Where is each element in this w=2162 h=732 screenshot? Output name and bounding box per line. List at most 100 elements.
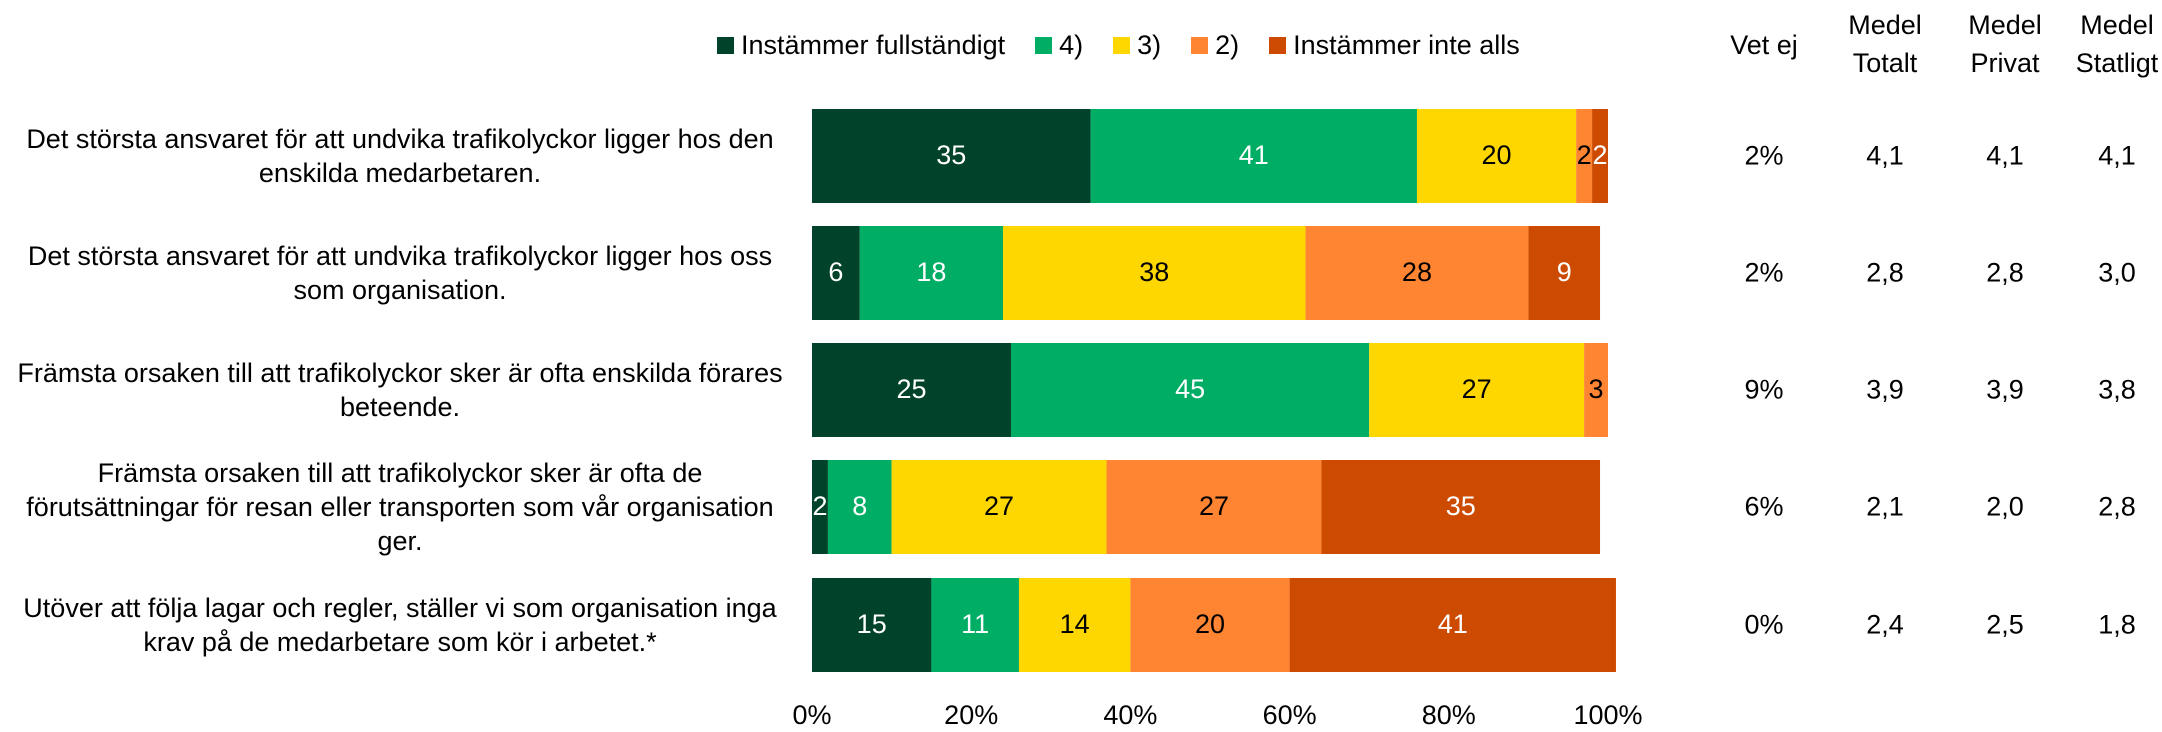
x-tick-label: 40% bbox=[1103, 700, 1157, 730]
category-label: Främsta orsaken till att trafikolyckor s… bbox=[17, 358, 783, 422]
column-value: 4,1 bbox=[1986, 140, 2024, 171]
bar-value-label: 25 bbox=[896, 374, 926, 404]
legend-swatch bbox=[717, 36, 734, 54]
column-value: 6% bbox=[1744, 491, 1784, 522]
legend-label: Instämmer fullständigt bbox=[741, 29, 1006, 60]
column-value: 2% bbox=[1744, 257, 1784, 288]
column-value: 2% bbox=[1744, 140, 1784, 171]
column-header: Medel Totalt bbox=[1848, 10, 1922, 78]
bar-value-label: 20 bbox=[1195, 609, 1225, 639]
legend-item: Instämmer inte alls bbox=[1269, 30, 1520, 61]
bar-segment bbox=[1130, 578, 1290, 672]
legend-label: Instämmer inte alls bbox=[1293, 29, 1520, 60]
category-label: Främsta orsaken till att trafikolyckor s… bbox=[26, 458, 774, 556]
legend-item: 4) bbox=[1035, 30, 1083, 61]
bar-value-label: 14 bbox=[1060, 609, 1090, 639]
legend-item: 3) bbox=[1113, 30, 1161, 61]
column-value: 2,1 bbox=[1866, 491, 1904, 522]
bar-segment bbox=[812, 460, 828, 554]
bar-value-label: 9 bbox=[1557, 257, 1572, 287]
bar-value-label: 18 bbox=[916, 257, 946, 287]
bar-value-label: 38 bbox=[1139, 257, 1169, 287]
bar-value-label: 27 bbox=[1462, 374, 1492, 404]
column-value: 3,9 bbox=[1986, 374, 2024, 405]
legend: Instämmer fullständigt 4) 3) 2) Instämmer in… bbox=[717, 27, 1550, 63]
bar-segment bbox=[1090, 109, 1417, 203]
bar-segment bbox=[812, 343, 1011, 437]
bar-value-label: 27 bbox=[1199, 491, 1229, 521]
column-value: 2,4 bbox=[1866, 609, 1904, 640]
bar-value-label: 41 bbox=[1438, 609, 1468, 639]
bar-segment bbox=[1011, 343, 1370, 437]
bar-value-label: 2 bbox=[1577, 140, 1592, 170]
bar-value-label: 28 bbox=[1402, 257, 1432, 287]
bar-segment bbox=[1321, 460, 1601, 554]
column-header: Medel Privat bbox=[1968, 10, 2042, 78]
bar-value-label: 45 bbox=[1175, 374, 1205, 404]
bar-segment bbox=[1106, 460, 1322, 554]
bar-value-label: 15 bbox=[857, 609, 887, 639]
bar-segment bbox=[891, 460, 1107, 554]
category-label: Det största ansvaret för att undvika tra… bbox=[27, 241, 773, 305]
bar-value-label: 35 bbox=[1446, 491, 1476, 521]
bar-value-label: 3 bbox=[1589, 374, 1604, 404]
bar-segment bbox=[827, 460, 892, 554]
bar-value-label: 8 bbox=[852, 491, 867, 521]
column-value: 2,8 bbox=[2098, 491, 2136, 522]
column-value: 4,1 bbox=[1866, 140, 1904, 171]
column-value: 1,8 bbox=[2098, 609, 2136, 640]
column-value: 3,8 bbox=[2098, 374, 2136, 405]
bar-segment bbox=[1576, 109, 1593, 203]
bar-segment bbox=[859, 226, 1004, 320]
bar-segment bbox=[1416, 109, 1577, 203]
x-tick-label: 60% bbox=[1263, 700, 1317, 730]
bar-segment bbox=[1289, 578, 1616, 672]
column-value: 4,1 bbox=[2098, 140, 2136, 171]
legend-label: 4) bbox=[1059, 29, 1084, 60]
x-tick-label: 0% bbox=[792, 700, 831, 730]
bar-segment bbox=[1592, 109, 1608, 203]
bar-segment bbox=[812, 109, 1091, 203]
bar-value-label: 35 bbox=[936, 140, 966, 170]
bar-segment bbox=[931, 578, 1019, 672]
column-value: 3,9 bbox=[1866, 374, 1904, 405]
column-value: 2,0 bbox=[1986, 491, 2024, 522]
bar-segment bbox=[1305, 226, 1529, 320]
legend-label: 2) bbox=[1215, 29, 1240, 60]
legend-swatch bbox=[1035, 36, 1053, 54]
bar-segment bbox=[812, 226, 860, 320]
legend-swatch bbox=[1191, 36, 1209, 54]
bar-segment bbox=[812, 578, 932, 672]
bar-segment bbox=[1003, 226, 1306, 320]
legend-swatch bbox=[1113, 36, 1131, 54]
column-value: 2,8 bbox=[1866, 257, 1904, 288]
bar-segment bbox=[1369, 343, 1585, 437]
column-value: 9% bbox=[1744, 374, 1784, 405]
bar-value-label: 2 bbox=[812, 491, 827, 521]
bar-value-label: 41 bbox=[1239, 140, 1269, 170]
bar-value-label: 11 bbox=[961, 609, 989, 639]
x-tick-label: 20% bbox=[944, 700, 998, 730]
bar-value-label: 20 bbox=[1482, 140, 1512, 170]
legend-item: Instämmer fullständigt bbox=[717, 30, 1005, 61]
category-label: Det största ansvaret för att undvika tra… bbox=[26, 124, 774, 188]
bar-value-label: 27 bbox=[984, 491, 1014, 521]
column-header: Vet ej bbox=[1730, 30, 1798, 60]
column-value: 0% bbox=[1744, 609, 1784, 640]
bar-segment bbox=[1528, 226, 1601, 320]
legend-swatch bbox=[1269, 36, 1287, 54]
bar-value-label: 6 bbox=[828, 257, 843, 287]
bar-segment bbox=[1584, 343, 1608, 437]
category-label: Utöver att följa lagar och regler, ställ… bbox=[23, 593, 777, 657]
bar-segment bbox=[1018, 578, 1131, 672]
column-value: 2,5 bbox=[1986, 609, 2024, 640]
x-tick-label: 80% bbox=[1422, 700, 1476, 730]
legend-item: 2) bbox=[1191, 30, 1239, 61]
column-value: 3,0 bbox=[2098, 257, 2136, 288]
x-tick-label: 100% bbox=[1573, 700, 1642, 730]
bar-value-label: 2 bbox=[1593, 140, 1608, 170]
column-header: Medel Statligt bbox=[2075, 10, 2159, 78]
column-value: 2,8 bbox=[1986, 257, 2024, 288]
